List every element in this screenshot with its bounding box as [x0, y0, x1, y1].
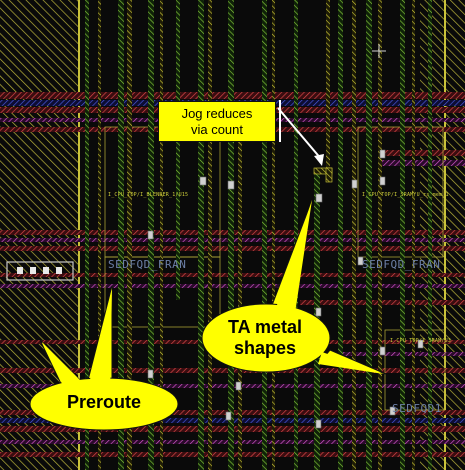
instance-label-left: I_CPU_TOP/I_BLENDER_1/U15 — [108, 192, 189, 198]
io-cell-strip — [6, 261, 74, 281]
instance-label-right: I_CPU_TOP/I_SRAM/U_rs_mem_1 — [362, 192, 449, 198]
preroute-bubble — [29, 285, 179, 431]
callout-pointer — [277, 100, 324, 166]
cursor-crosshair-icon — [372, 44, 386, 58]
jog-callout-line2: via count — [190, 121, 244, 137]
jog-shape — [313, 167, 333, 183]
ta-metal-text: TA metal shapes — [210, 317, 320, 359]
cell-label-left: SEDFQD_FRAN — [108, 258, 187, 271]
ta-metal-bubble — [201, 199, 387, 375]
jog-callout-line1: Jog reduces — [181, 105, 253, 121]
cell-label-right: SEDFQD_FRAN — [362, 258, 441, 271]
vertical-metal-tracks — [85, 0, 432, 470]
ta-metal-line1: TA metal — [227, 317, 302, 337]
ta-metal-line2: shapes — [233, 338, 297, 358]
instance-label-lower-right: I_CPU_TOP/I_SRAM/U3 — [390, 338, 451, 344]
vias — [147, 149, 424, 429]
preroute-text: Preroute — [66, 392, 142, 412]
cell-label-bottom-right: SEDFQD1 — [392, 402, 442, 415]
jog-callout: Jog reduces via count — [158, 101, 276, 142]
